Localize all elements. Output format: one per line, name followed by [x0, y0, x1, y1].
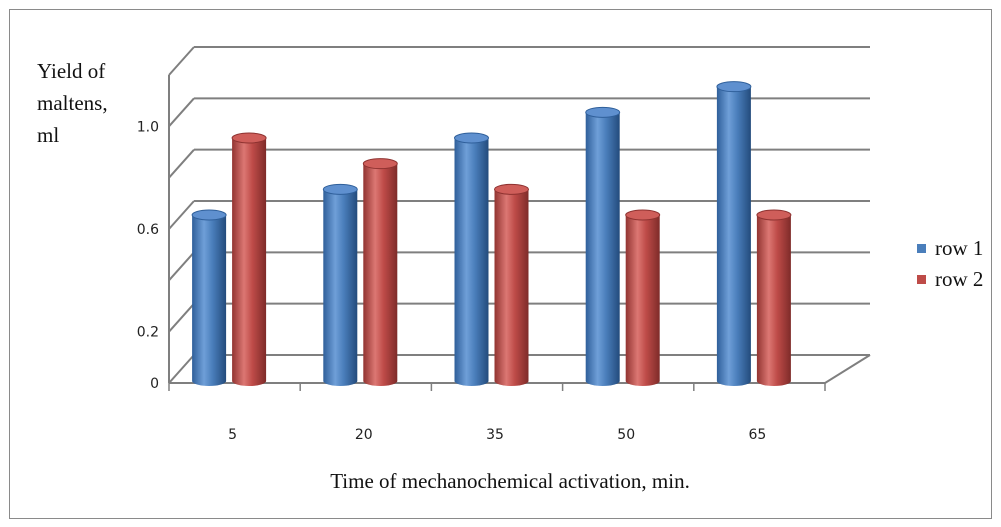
bar-cap	[454, 132, 489, 144]
bar-cap	[756, 209, 792, 221]
side-wall-line	[168, 97, 195, 127]
bar-cap	[494, 183, 529, 195]
side-wall-line	[168, 303, 195, 333]
bar-cap	[191, 209, 227, 221]
bar-body	[494, 189, 529, 387]
legend-label: row 2	[935, 267, 983, 291]
bar-body	[232, 138, 267, 387]
y-tick-label: 1.0	[137, 119, 159, 135]
y-tick-label: 0	[150, 376, 159, 392]
bar-body	[363, 163, 398, 387]
bar	[625, 209, 661, 387]
bar	[322, 183, 358, 387]
bar-body	[454, 138, 489, 387]
bar-cap	[322, 183, 358, 195]
side-wall-line	[168, 46, 195, 76]
x-axis-label: Time of mechanochemical activation, min.	[330, 469, 690, 493]
bar-cap	[716, 81, 752, 93]
x-tick-label: 5	[228, 427, 237, 443]
bar	[191, 209, 227, 387]
bar-body	[716, 86, 751, 387]
bar-body	[323, 189, 358, 387]
side-wall-line	[168, 200, 195, 230]
y-axis-label: Yield of maltens, ml	[37, 59, 108, 147]
x-tick-label: 20	[355, 427, 373, 443]
bar-body	[192, 215, 227, 387]
chart-frame: Yield of maltens, ml 0 0.2 0.6 1.0 5 20 35 50 65…	[9, 9, 992, 519]
legend-label: row 1	[935, 236, 983, 260]
bar-body	[625, 215, 660, 387]
bar	[716, 81, 752, 387]
bar-cap	[362, 158, 398, 170]
x-tick-label: 35	[486, 427, 504, 443]
side-wall-line	[168, 354, 195, 384]
bar-chart: 0 0.2 0.6 1.0 5 20 35 50 65 Time of mechanochemic…	[137, 46, 983, 493]
side-wall-line	[168, 251, 195, 281]
y-tick-label: 0.6	[137, 222, 159, 238]
bar-body	[585, 112, 620, 387]
bar-cap	[625, 209, 661, 221]
bar	[756, 209, 792, 387]
bar	[362, 158, 398, 387]
bar	[231, 132, 267, 387]
y-tick-label: 0.2	[137, 325, 159, 341]
side-wall-line	[168, 149, 195, 179]
bar-cap	[585, 106, 621, 118]
x-tick-label: 50	[617, 427, 635, 443]
x-tick-label: 65	[748, 427, 766, 443]
bar-body	[756, 215, 791, 387]
bar	[494, 183, 529, 387]
legend-swatch	[917, 244, 926, 253]
bar	[454, 132, 489, 387]
legend-swatch	[917, 275, 926, 284]
bar	[585, 106, 621, 387]
floor-right-edge	[824, 354, 871, 384]
bar-cap	[231, 132, 267, 144]
